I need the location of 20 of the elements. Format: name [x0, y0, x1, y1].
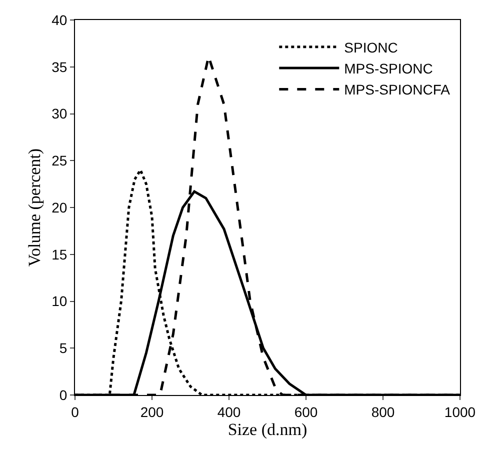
x-tick-label: 400	[217, 404, 241, 420]
y-tick-label: 40	[52, 12, 68, 28]
y-tick-label: 0	[59, 386, 68, 403]
x-axis-title: Size (d.nm)	[228, 420, 308, 440]
y-tick-label: 35	[52, 58, 68, 75]
y-tick-label: 25	[52, 152, 68, 169]
x-tick-label: 0	[71, 404, 80, 420]
y-axis-title: Volume (percent)	[25, 148, 44, 267]
x-tick-label: 200	[140, 404, 164, 420]
y-tick-label: 5	[59, 340, 68, 356]
y-tick-label: 10	[52, 293, 68, 310]
y-tick-label: 30	[52, 106, 68, 122]
legend-label: MPS-SPIONC	[344, 60, 433, 77]
x-tick-label: 800	[371, 404, 395, 420]
y-tick-label: 20	[52, 199, 68, 216]
y-tick-label: 15	[52, 246, 68, 262]
legend-label: SPIONC	[344, 39, 398, 56]
x-tick-label: 600	[294, 404, 318, 420]
x-tick-label: 1000	[444, 404, 476, 420]
legend-label: MPS-SPIONCFA	[344, 82, 451, 98]
